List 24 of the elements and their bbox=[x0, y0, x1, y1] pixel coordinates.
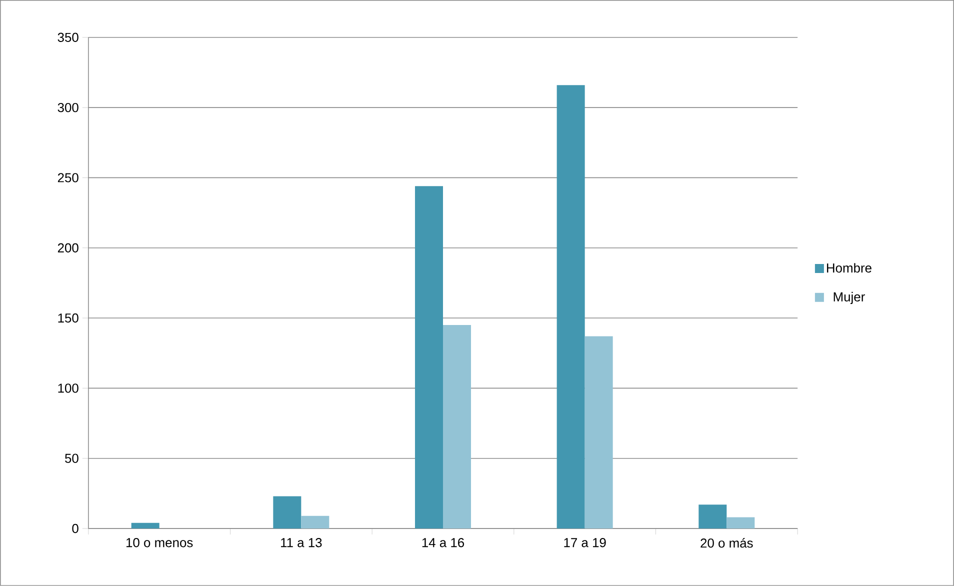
x-tick-label: 11 a 13 bbox=[281, 538, 322, 548]
y-tick-label: 150 bbox=[58, 313, 78, 323]
y-tick-label: 50 bbox=[65, 454, 78, 463]
x-tick-label: 14 a 16 bbox=[422, 538, 464, 548]
bar bbox=[726, 517, 755, 529]
bar bbox=[556, 85, 585, 529]
y-tick-label: 200 bbox=[58, 243, 78, 252]
legend-label: Mujer bbox=[834, 292, 865, 304]
y-tick-label: 300 bbox=[58, 103, 78, 112]
bar bbox=[442, 325, 471, 529]
bar bbox=[301, 516, 330, 529]
x-tick-label: 17 a 19 bbox=[564, 538, 606, 548]
bar bbox=[414, 186, 443, 529]
x-tick-label: 10 o menos bbox=[126, 538, 193, 548]
y-tick-label: 100 bbox=[58, 384, 78, 393]
y-tick-label: 0 bbox=[72, 524, 78, 534]
bar bbox=[698, 504, 727, 529]
legend-label: Hombre bbox=[827, 263, 872, 273]
bar bbox=[584, 336, 613, 529]
y-tick-label: 250 bbox=[58, 173, 78, 182]
y-tick-label: 350 bbox=[58, 32, 78, 42]
x-tick-label: 20 o más bbox=[700, 538, 753, 548]
bar bbox=[131, 522, 160, 529]
bar bbox=[273, 496, 302, 529]
